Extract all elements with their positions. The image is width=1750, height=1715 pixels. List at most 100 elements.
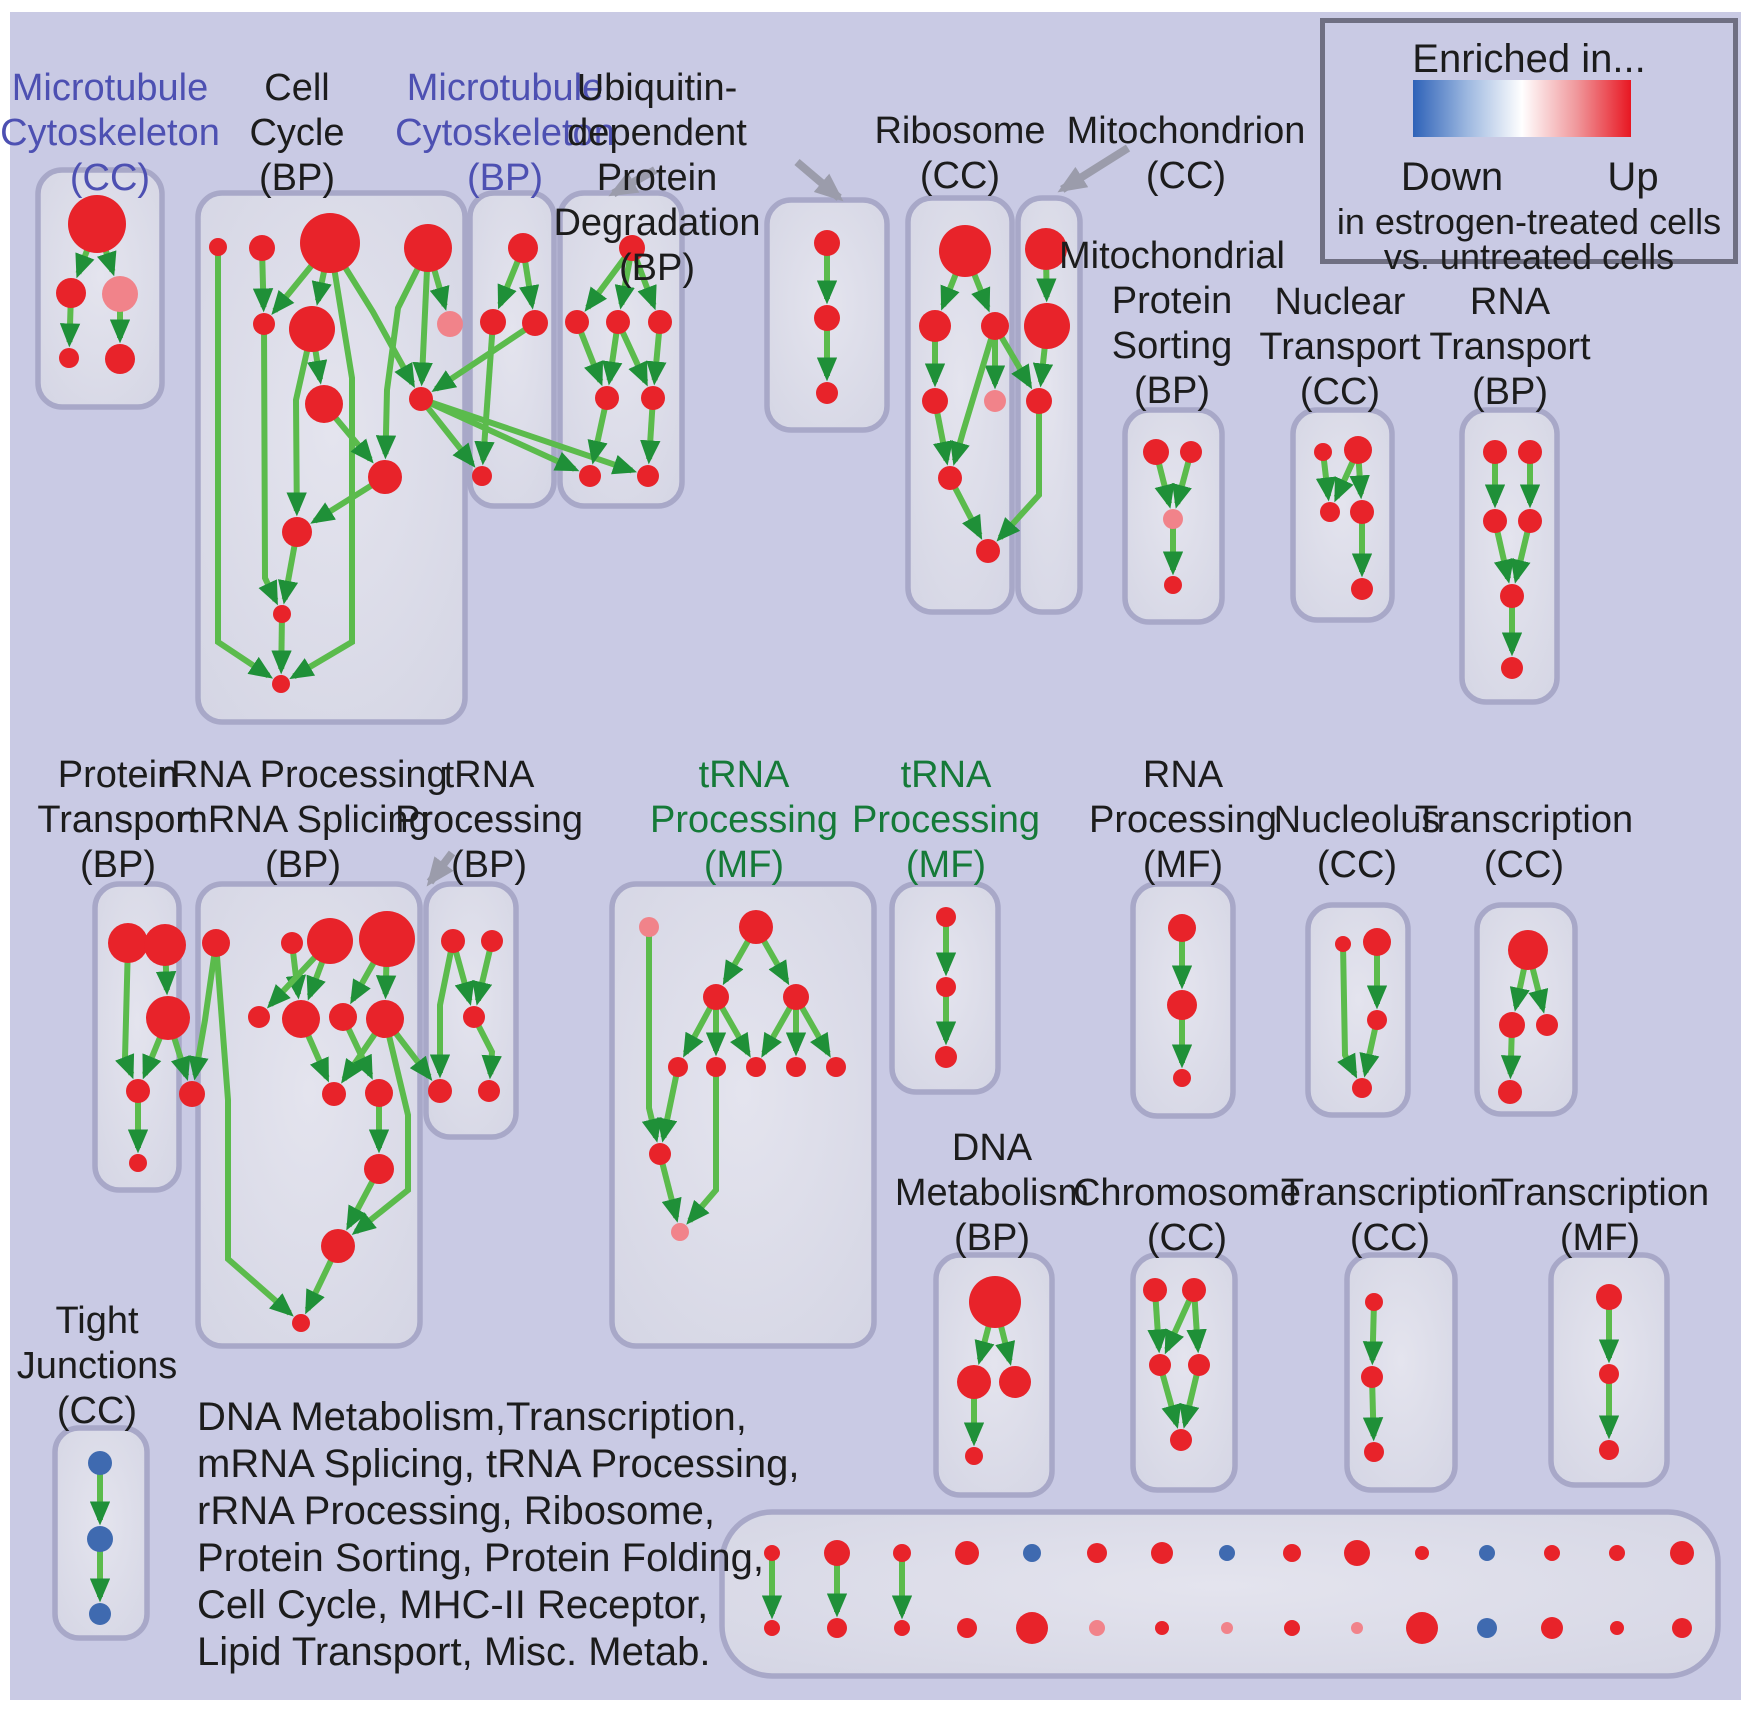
cluster-label-trna_bp: tRNA Processing (BP): [395, 754, 583, 886]
gene-set-node-mc2: [56, 278, 86, 308]
gene-set-node-b52: [814, 305, 840, 331]
gene-set-node-mc1: [68, 195, 126, 253]
cluster-label-trna_mf2: tRNA Processing (MF): [852, 754, 1040, 886]
gene-set-node-b44: [648, 310, 672, 334]
gene-set-node-PT4: [126, 1079, 150, 1103]
gene-set-node-T2: [481, 930, 503, 952]
edge-nl1-to-nl4: [1337, 943, 1358, 1079]
gene-set-node-P6: [706, 1057, 726, 1077]
edge-PT1-to-PT4: [115, 942, 135, 1080]
gene-set-node-R9: [322, 1082, 346, 1106]
edge-cc4-to-cc10: [375, 246, 431, 460]
gene-set-node-Y2: [1361, 1366, 1383, 1388]
gene-set-node-tc3: [1536, 1014, 1558, 1036]
gene-set-node-Y3: [1364, 1442, 1384, 1462]
gene-set-node-W3: [935, 1046, 957, 1068]
gene-set-node-st5b: [1089, 1620, 1105, 1636]
gene-set-node-R5: [248, 1006, 270, 1028]
label-pointer-arrow-3: [426, 850, 456, 887]
gene-set-node-P8: [786, 1057, 806, 1077]
cluster-label-trcc3: Transcription (CC): [1281, 1172, 1499, 1259]
gene-set-node-st0b: [764, 1620, 780, 1636]
gene-set-node-r5: [984, 390, 1006, 412]
edge-cc5-to-cc12: [258, 323, 279, 606]
legend-down-label: Down: [1400, 155, 1504, 199]
cluster-label-mito_cc: Mitochondrion (CC): [1067, 110, 1306, 197]
gene-set-node-R7: [329, 1003, 357, 1031]
gene-set-node-T3: [463, 1006, 485, 1028]
edge-P1-to-P10: [641, 927, 662, 1143]
gene-set-node-cc9: [305, 385, 343, 423]
edge-R8-to-R12: [351, 1018, 411, 1236]
gene-set-node-st13b: [1610, 1621, 1624, 1635]
gene-set-node-C2: [1182, 1278, 1206, 1302]
gene-set-node-N3: [999, 1366, 1031, 1398]
gene-set-node-cc12: [273, 605, 291, 623]
gene-set-node-P1: [639, 917, 659, 937]
gene-set-node-tc1: [1508, 930, 1548, 970]
gene-set-node-P7: [746, 1057, 766, 1077]
label-pointer-arrow-1: [794, 158, 844, 202]
gene-set-node-b41: [619, 235, 645, 261]
legend-title: Enriched in...: [1412, 37, 1646, 81]
gene-set-node-C4: [1188, 1354, 1210, 1376]
gene-set-node-st1b: [827, 1618, 847, 1638]
edge-T1-to-T4: [429, 940, 456, 1079]
gene-set-node-st12t: [1544, 1545, 1560, 1561]
gene-set-node-cc2: [249, 235, 275, 261]
gene-set-node-st0t: [764, 1545, 780, 1561]
cluster-label-ubiq_bp: Ubiquitin-dependent Protein Degradation (BP…: [553, 67, 760, 289]
gene-set-node-R13: [292, 1314, 310, 1332]
gene-set-node-cc11: [282, 517, 312, 547]
gene-set-node-st11t: [1479, 1545, 1495, 1561]
gene-set-node-R10: [365, 1079, 393, 1107]
gene-set-node-PTx: [179, 1081, 205, 1107]
edge-b33-to-cc8: [431, 320, 537, 393]
gene-set-node-N4: [965, 1447, 983, 1465]
gene-set-node-st11b: [1477, 1618, 1497, 1638]
gene-set-node-m1: [1025, 228, 1067, 270]
gene-set-node-b32: [480, 309, 506, 335]
gene-set-node-st4b: [1016, 1612, 1048, 1644]
gene-set-node-mc4: [59, 348, 79, 368]
cluster-label-pt_bp: Protein Transport (BP): [37, 754, 199, 886]
gene-set-node-PT2: [144, 924, 186, 966]
gene-set-node-nl3: [1367, 1010, 1387, 1030]
gene-set-node-nl1: [1335, 936, 1351, 952]
cluster-label-rrna_bp: rRNA Processing mRNA Splicing (BP): [158, 754, 447, 886]
gene-set-node-PT3: [146, 996, 190, 1040]
cluster-label-nt_cc: Nuclear Transport (CC): [1259, 281, 1421, 413]
gene-set-node-tc4: [1498, 1080, 1522, 1104]
edge-cc3-to-cc13: [289, 242, 355, 680]
legend-gradient-bar: [1413, 80, 1631, 137]
edge-b32-to-b34: [474, 321, 496, 466]
gene-set-node-m2: [1024, 303, 1070, 349]
gene-set-node-st3b: [957, 1618, 977, 1638]
cluster-box-strip: [719, 1509, 1721, 1679]
gene-set-node-b31: [508, 233, 538, 263]
gene-set-node-r3: [981, 312, 1009, 340]
gene-set-node-X3: [1173, 1069, 1191, 1087]
gene-set-node-P3: [703, 984, 729, 1010]
gene-set-node-mc5: [105, 344, 135, 374]
gene-set-node-T4: [428, 1079, 452, 1103]
gene-set-node-st14b: [1672, 1618, 1692, 1638]
gene-set-node-st2b: [894, 1620, 910, 1636]
gene-set-node-cc8: [409, 387, 433, 411]
gene-set-node-b53: [816, 382, 838, 404]
gene-set-node-R3: [307, 918, 353, 964]
cluster-label-mps_bp: Mitochondrial Protein Sorting (BP): [1059, 235, 1285, 412]
gene-set-node-cc13: [272, 675, 290, 693]
gene-set-node-b51: [814, 230, 840, 256]
legend-box: Enriched in... Down Up in estrogen-treat…: [1320, 18, 1738, 277]
cluster-label-ribo_cc: Ribosome (CC): [874, 110, 1045, 197]
gene-set-node-r7: [976, 539, 1000, 563]
gene-set-node-C3: [1149, 1354, 1171, 1376]
cluster-label-rnap_mf: RNA Processing (MF): [1089, 754, 1277, 886]
label-pointer-arrow-2: [1057, 144, 1131, 193]
edge-Y1-to-Y2: [1362, 1301, 1384, 1366]
edge-m3-to-r7: [996, 401, 1042, 542]
label-pointer-arrow-0: [608, 166, 657, 198]
gene-set-node-st6b: [1155, 1621, 1169, 1635]
